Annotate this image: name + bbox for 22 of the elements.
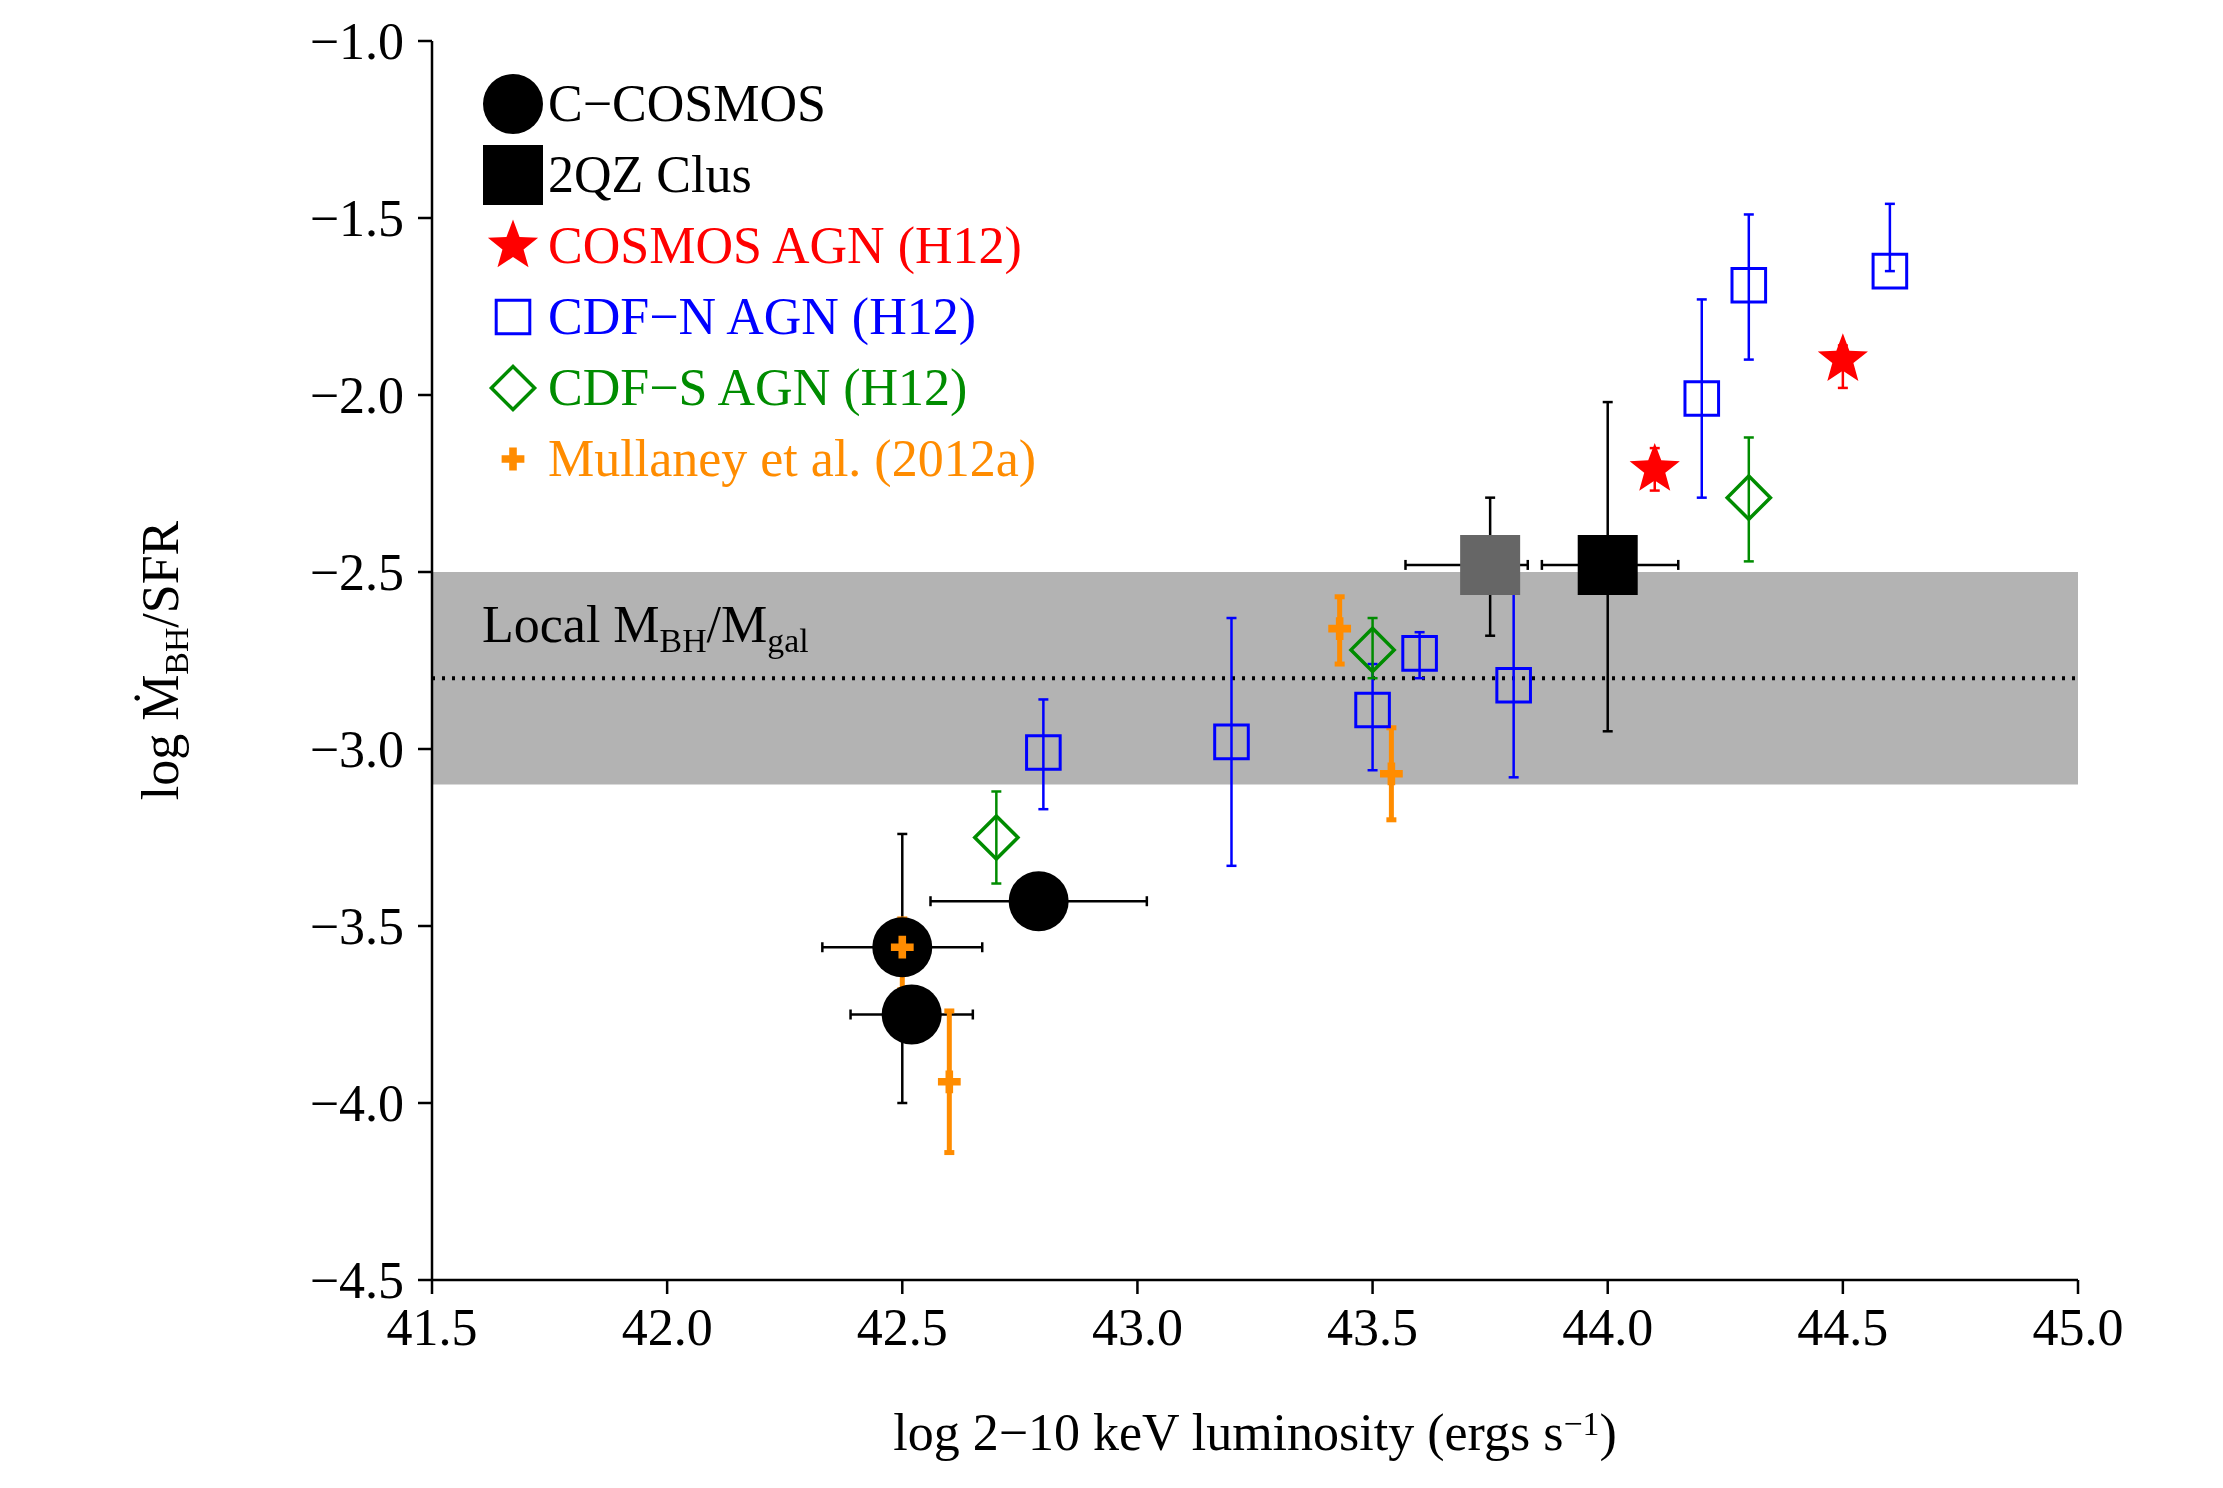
legend-label: COSMOS AGN (H12) xyxy=(548,216,1022,276)
x-tick-label: 44.0 xyxy=(1562,1298,1654,1356)
band-label: Local M$_{BH}$/M$_{gal}$ xyxy=(482,596,809,660)
x-tick-label: 45.0 xyxy=(2032,1298,2124,1356)
x-axis-title: log 2−10 keV luminosity (ergs s$^{−1}$) xyxy=(893,1404,1617,1462)
legend-label: CDF−N AGN (H12) xyxy=(548,287,977,347)
y-tick-label: −3.0 xyxy=(309,721,404,779)
y-tick-label: −4.0 xyxy=(309,1075,404,1133)
y-tick-label: −1.5 xyxy=(309,190,404,248)
legend-label: CDF−S AGN (H12) xyxy=(548,358,968,418)
x-tick-label: 42.5 xyxy=(856,1298,948,1356)
x-tick-label: 44.5 xyxy=(1797,1298,1889,1356)
legend-label: 2QZ Clus xyxy=(548,145,752,205)
x-tick-label: 43.5 xyxy=(1327,1298,1419,1356)
x-tick-label: 42.0 xyxy=(621,1298,713,1356)
y-tick-label: −3.5 xyxy=(309,898,404,956)
legend-label: Mullaney et al. (2012a) xyxy=(548,429,1037,489)
x-tick-label: 43.0 xyxy=(1091,1298,1183,1356)
y-tick-label: −2.0 xyxy=(309,367,404,425)
legend-label: C−COSMOS xyxy=(548,74,826,134)
y-tick-label: −1.0 xyxy=(309,13,404,71)
y-tick-label: −2.5 xyxy=(309,544,404,602)
